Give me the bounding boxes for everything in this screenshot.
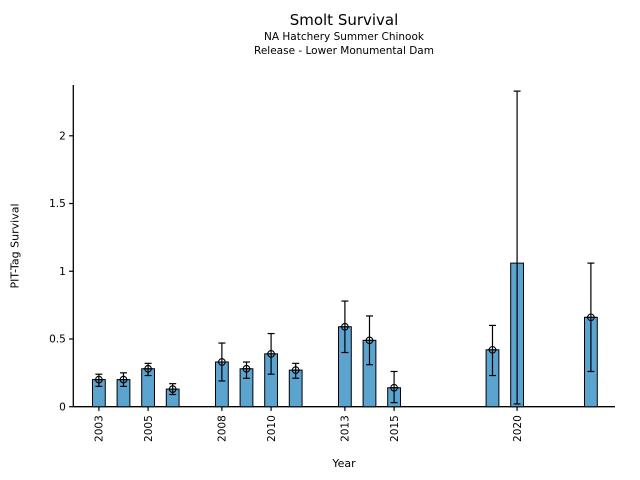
chart-subtitle-line2: Release - Lower Monumental Dam [254,44,434,57]
chart-subtitle-line1: NA Hatchery Summer Chinook [264,31,424,43]
x-axis-label: Year [332,457,356,470]
x-tick-label: 2010 [266,415,278,442]
y-tick-label: 2 [59,130,66,142]
x-tick-label: 2008 [217,415,229,442]
x-tick-label: 2005 [143,415,155,442]
y-tick-label: 0.5 [49,334,66,346]
x-tick-label: 2015 [389,415,401,442]
chart-title: Smolt Survival [289,11,399,29]
x-tick-label: 2003 [94,415,106,442]
y-tick-label: 1.5 [49,198,66,210]
y-tick-label: 1 [59,266,66,278]
x-tick-label: 2013 [340,415,352,442]
y-tick-label: 0 [59,401,66,413]
x-tick-label: 2020 [512,415,524,442]
